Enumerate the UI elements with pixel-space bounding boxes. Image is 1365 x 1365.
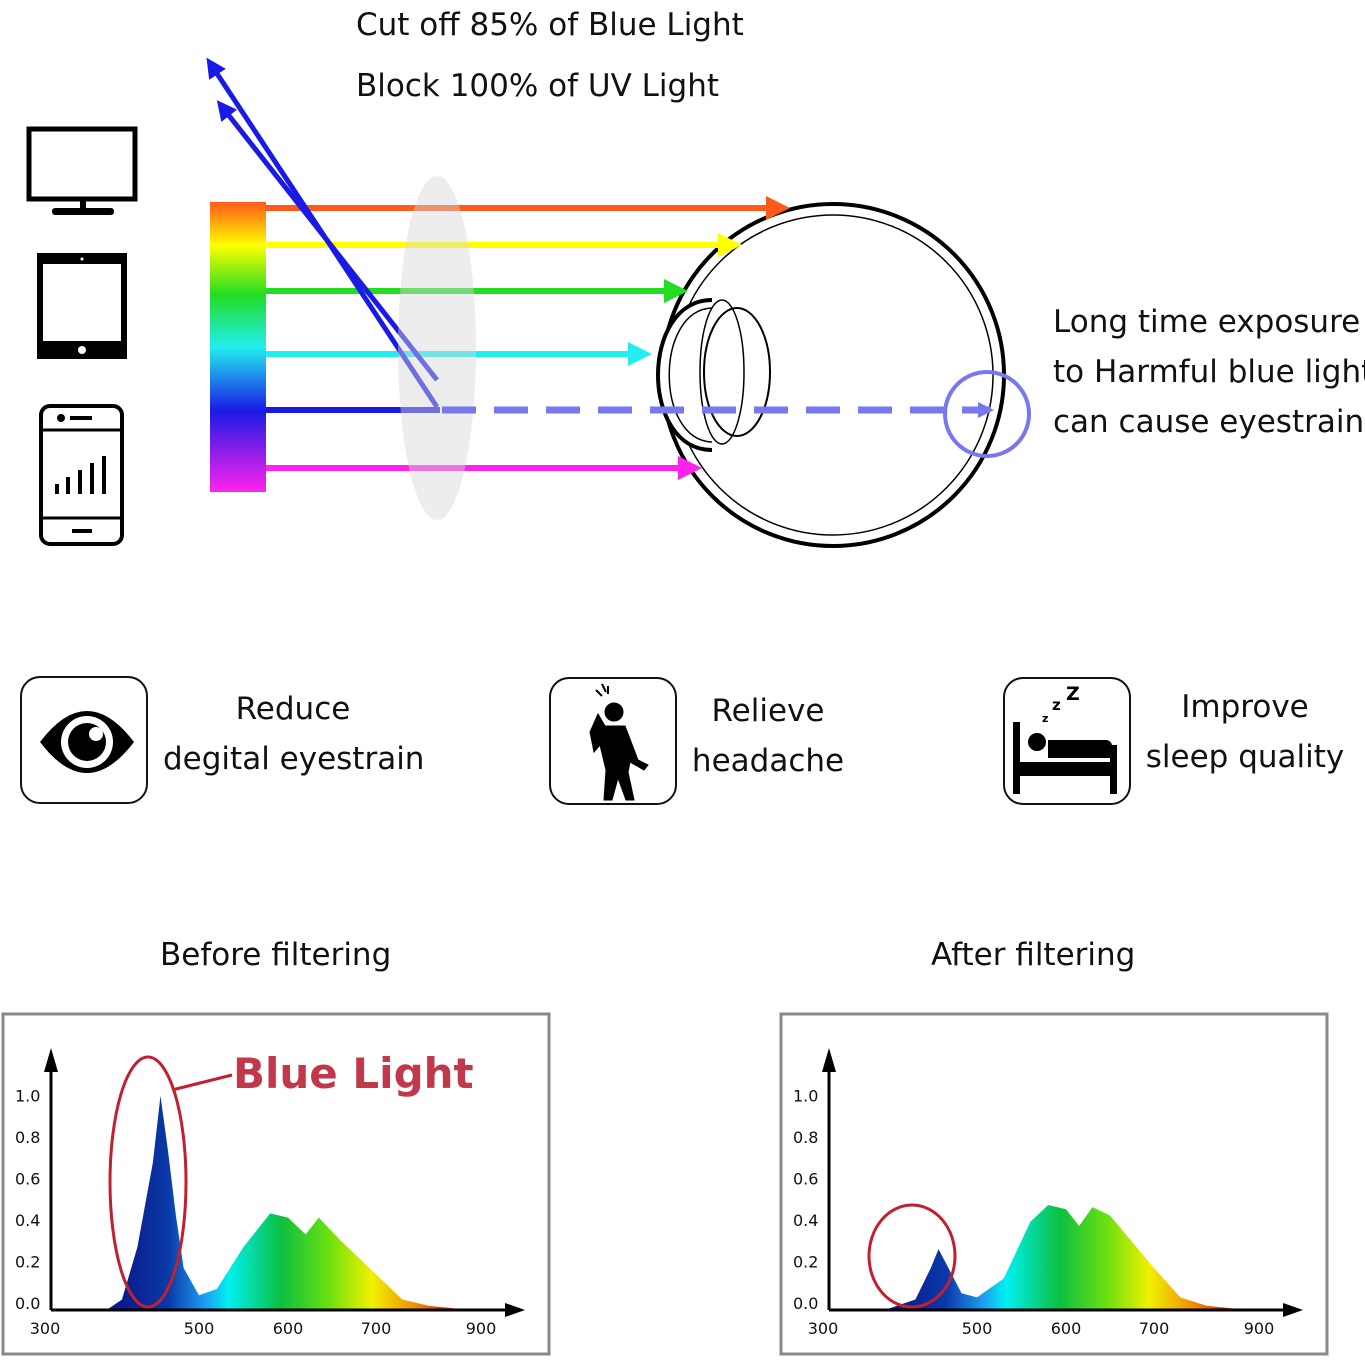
x-tick-label: 900 (1244, 1319, 1275, 1338)
y-tick-label: 0.4 (793, 1211, 818, 1230)
benefit-icon-box-sleep (1003, 677, 1131, 805)
eye-note-line-3: can cause eyestrain (1053, 404, 1365, 440)
y-tick-label: 0.4 (15, 1211, 40, 1230)
blue-light-highlight (867, 1203, 957, 1309)
eye-note-line-2: to Harmful blue light (1053, 354, 1365, 390)
y-tick-label: 0.8 (15, 1128, 40, 1147)
benefit-2-line-1: Relieve (711, 693, 825, 729)
y-tick-label: 0.0 (15, 1294, 40, 1313)
x-axis-arrow (1283, 1303, 1303, 1317)
benefit-1-line-1: Reduce (235, 691, 351, 727)
eye-note-line-1: Long time exposure (1053, 304, 1361, 340)
benefit-1-line-2: degital eyestrain (163, 741, 425, 777)
x-tick-label: 500 (184, 1319, 215, 1338)
eye-icon (40, 711, 134, 773)
eye-diagram (656, 202, 1006, 548)
before-filtering-chart: 0.0 0.2 0.4 0.6 0.8 1.0 300 500 600 700 900 Blue Li… (1, 1012, 551, 1356)
benefit-3-line-1: Improve (1181, 689, 1309, 725)
x-tick-label: 300 (30, 1319, 61, 1338)
x-tick-label: 900 (466, 1319, 497, 1338)
annotation-leader (171, 1073, 233, 1092)
chart-title-after: After filtering (931, 937, 1136, 973)
x-tick-label: 700 (361, 1319, 392, 1338)
sleeping-bed-icon: z z Z (1013, 683, 1117, 794)
svg-text:Z: Z (1066, 683, 1080, 705)
filter-lens (398, 176, 476, 520)
chart-title-before: Before filtering (160, 937, 392, 973)
headline-line-1: Cut off 85% of Blue Light (356, 7, 744, 43)
spectrum-area (106, 1095, 471, 1310)
svg-text:z: z (1042, 712, 1048, 725)
benefit-icon-box-eye (20, 676, 148, 804)
retina-highlight (943, 370, 1031, 458)
blue-light-highlight (108, 1055, 188, 1309)
spectrum-bar (210, 202, 266, 492)
tablet-icon (37, 253, 127, 359)
headline-line-2: Block 100% of UV Light (356, 68, 720, 104)
y-tick-label: 0.8 (793, 1128, 818, 1147)
y-axis-arrow (822, 1048, 836, 1072)
y-tick-label: 0.6 (793, 1170, 818, 1189)
x-tick-label: 600 (1051, 1319, 1082, 1338)
x-tick-label: 300 (808, 1319, 839, 1338)
x-tick-label: 700 (1139, 1319, 1170, 1338)
benefit-icon-box-headache (549, 677, 677, 805)
smartphone-icon (39, 404, 124, 546)
y-tick-label: 1.0 (793, 1087, 818, 1106)
benefit-3-line-2: sleep quality (1145, 739, 1345, 775)
y-tick-label: 0.2 (15, 1253, 40, 1272)
x-tick-label: 600 (273, 1319, 304, 1338)
blue-light-label: Blue Light (233, 1049, 474, 1098)
y-tick-label: 0.0 (793, 1294, 818, 1313)
benefit-2-line-2: headache (691, 743, 845, 779)
spectrum-area (884, 1205, 1249, 1310)
svg-text:z: z (1052, 696, 1061, 714)
y-tick-label: 0.2 (793, 1253, 818, 1272)
x-tick-label: 500 (962, 1319, 993, 1338)
y-axis-arrow (44, 1048, 58, 1072)
after-filtering-chart: 0.0 0.2 0.4 0.6 0.8 1.0 300 500 600 700 900 (779, 1012, 1329, 1356)
headache-person-icon (589, 683, 649, 801)
y-tick-label: 1.0 (15, 1087, 40, 1106)
x-axis-arrow (505, 1303, 525, 1317)
y-tick-label: 0.6 (15, 1170, 40, 1189)
reflected-blue-rays (206, 57, 440, 409)
monitor-icon (26, 126, 138, 215)
